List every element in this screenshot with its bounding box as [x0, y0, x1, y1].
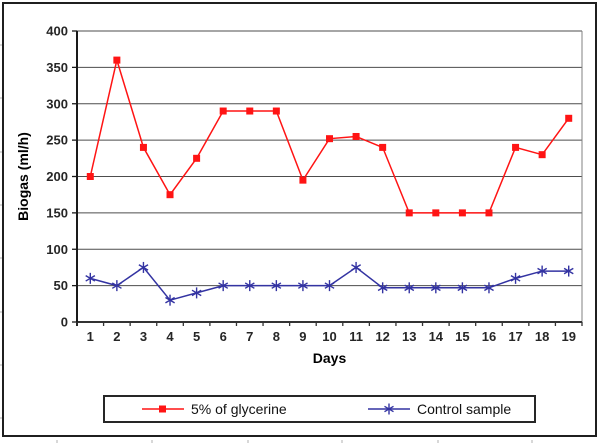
- data-point-marker: [138, 261, 149, 273]
- data-point-marker: [297, 280, 308, 292]
- x-tick-label: 12: [375, 329, 389, 344]
- x-tick-label: 19: [561, 329, 575, 344]
- x-tick-label: 8: [273, 329, 280, 344]
- y-tick-label: 300: [46, 96, 68, 111]
- data-point-marker: [191, 287, 202, 299]
- red-square-line-marker-icon: [142, 405, 184, 413]
- data-point-marker: [165, 294, 175, 306]
- legend-item-control: Control sample: [367, 397, 511, 421]
- series-control: [85, 261, 574, 306]
- x-tick-label: 1: [87, 329, 94, 344]
- data-point-marker: [246, 107, 254, 115]
- data-point-marker: [563, 265, 574, 277]
- x-tick-label: 5: [193, 329, 200, 344]
- data-point-marker: [432, 209, 440, 217]
- x-tick-label: 2: [113, 329, 120, 344]
- data-point-marker: [111, 280, 122, 292]
- y-tick-label: 250: [46, 133, 68, 148]
- data-point-marker: [458, 209, 466, 217]
- x-tick-label: 13: [402, 329, 416, 344]
- data-point-marker: [299, 176, 307, 184]
- data-point-marker: [537, 265, 548, 277]
- x-tick-label: 14: [429, 329, 444, 344]
- data-point-marker: [272, 107, 280, 115]
- y-tick-label: 50: [54, 278, 68, 293]
- data-point-marker: [377, 282, 388, 294]
- data-point-marker: [166, 191, 174, 199]
- data-point-marker: [379, 143, 387, 151]
- axes: [72, 30, 583, 326]
- x-tick-label: 15: [455, 329, 469, 344]
- x-tick-label: 11: [349, 329, 363, 344]
- data-point-marker: [271, 280, 282, 292]
- x-tick-label: 4: [166, 329, 174, 344]
- data-point-marker: [324, 280, 335, 292]
- data-point-marker: [219, 107, 227, 115]
- data-point-marker: [512, 143, 520, 151]
- x-tick-label: 18: [535, 329, 549, 344]
- y-tick-label: 200: [46, 169, 68, 184]
- legend-item-glycerine: 5% of glycerine: [141, 397, 287, 421]
- data-point-marker: [352, 132, 360, 140]
- data-point-marker: [351, 261, 362, 273]
- chart-legend: 5% of glycerine Control sample: [103, 395, 536, 423]
- data-point-marker: [484, 282, 494, 294]
- data-point-marker: [404, 282, 415, 294]
- x-tick-label: 16: [482, 329, 496, 344]
- x-tick-label: 6: [220, 329, 227, 344]
- data-point-marker: [405, 209, 413, 217]
- data-point-marker: [457, 282, 468, 294]
- data-point-marker: [538, 151, 546, 159]
- legend-label-control: Control sample: [417, 401, 512, 417]
- blue-asterisk-line-marker-icon: [368, 403, 410, 415]
- legend-label-glycerine: 5% of glycerine: [191, 401, 287, 417]
- data-point-marker: [193, 154, 201, 162]
- data-point-marker: [510, 272, 521, 284]
- y-tick-label: 150: [46, 205, 68, 220]
- data-point-marker: [86, 173, 94, 180]
- data-point-marker: [326, 135, 333, 143]
- x-tick-label: 9: [299, 329, 306, 344]
- data-point-marker: [85, 272, 96, 284]
- y-tick-label: 0: [61, 315, 68, 330]
- data-point-marker: [565, 114, 573, 122]
- x-tick-label: 17: [508, 329, 522, 344]
- y-tick-label: 100: [46, 242, 68, 257]
- data-point-marker: [430, 282, 441, 294]
- y-axis-title: Biogas (ml/h): [15, 132, 31, 221]
- data-point-marker: [485, 209, 493, 217]
- y-tick-label: 350: [46, 60, 68, 75]
- data-point-marker: [113, 56, 121, 64]
- x-tick-label: 7: [246, 329, 253, 344]
- data-point-marker: [244, 280, 255, 292]
- x-axis-title: Days: [313, 350, 347, 366]
- data-point-marker: [218, 280, 229, 292]
- data-point-marker: [139, 143, 147, 151]
- x-tick-label: 3: [140, 329, 147, 344]
- x-tick-label: 10: [322, 329, 336, 344]
- y-tick-label: 400: [46, 24, 68, 39]
- series-glycerine: [86, 56, 573, 217]
